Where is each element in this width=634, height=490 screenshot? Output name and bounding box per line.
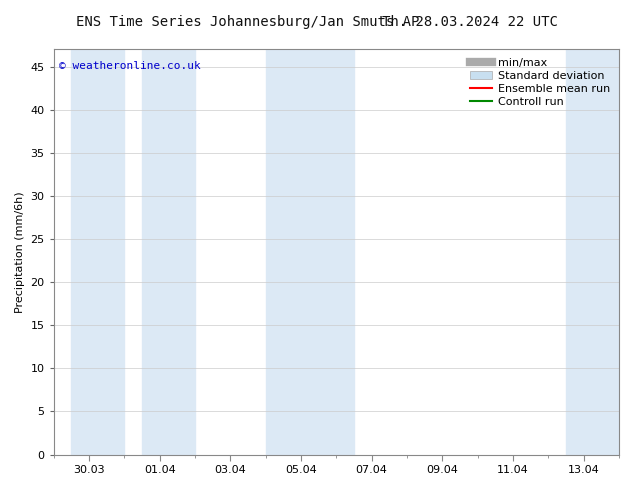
Y-axis label: Precipitation (mm/6h): Precipitation (mm/6h) [15,191,25,313]
Bar [266,49,354,455]
Text: ENS Time Series Johannesburg/Jan Smuts AP: ENS Time Series Johannesburg/Jan Smuts A… [76,15,420,29]
Bar [72,49,124,455]
Text: Th. 28.03.2024 22 UTC: Th. 28.03.2024 22 UTC [382,15,558,29]
Bar [566,49,619,455]
Bar [142,49,195,455]
Text: © weatheronline.co.uk: © weatheronline.co.uk [60,61,201,72]
Legend: min/max, Standard deviation, Ensemble mean run, Controll run: min/max, Standard deviation, Ensemble me… [467,55,614,110]
